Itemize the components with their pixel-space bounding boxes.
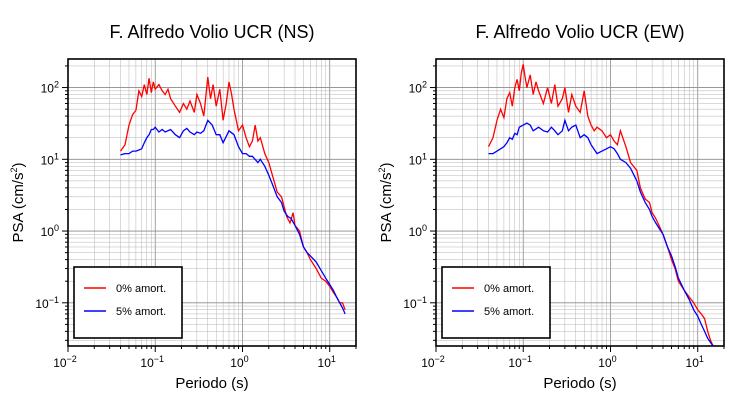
- x-tick-label: 101: [318, 354, 336, 370]
- x-tick-label: 100: [230, 354, 248, 370]
- legend-label: 0% amort.: [116, 283, 166, 295]
- legend-label: 5% amort.: [116, 306, 166, 318]
- x-tick-label: 10−1: [140, 354, 164, 370]
- x-tick-label: 100: [598, 354, 616, 370]
- plot-frame: [67, 58, 357, 347]
- legend-box: [441, 266, 551, 339]
- x-tick-label: 101: [686, 354, 704, 370]
- y-tick-label: 10−1: [35, 295, 59, 311]
- y-axis-label: PSA (cm/s2): [9, 162, 27, 242]
- chart-panel-1: F. Alfredo Volio UCR (EW)10−2 10−1 100 1011…: [377, 22, 725, 392]
- plot-frame: [435, 58, 725, 347]
- y-tick-label: 101: [41, 151, 59, 167]
- y-tick-label: 102: [41, 80, 59, 96]
- legend-label: 5% amort.: [484, 306, 534, 318]
- y-axis-ticks: 10−1 100 101 102: [35, 65, 68, 341]
- y-tick-label: 102: [409, 80, 427, 96]
- y-axis-ticks: 10−1 100 101 102: [403, 65, 436, 341]
- x-tick-label: 10−2: [53, 354, 77, 370]
- chart-title: F. Alfredo Volio UCR (NS): [109, 22, 314, 42]
- x-axis-label: Periodo (s): [175, 375, 248, 392]
- series-line-1: [120, 119, 346, 315]
- series-line-1: [488, 118, 714, 346]
- legend: 0% amort. 5% amort.: [73, 266, 183, 339]
- series-line-0: [487, 64, 714, 346]
- x-tick-label: 10−2: [421, 354, 445, 370]
- y-tick-label: 100: [409, 223, 427, 239]
- x-tick-label: 10−1: [508, 354, 532, 370]
- x-axis-ticks: 10−2 10−1 100 101: [53, 346, 357, 370]
- x-axis-ticks: 10−2 10−1 100 101: [421, 346, 725, 370]
- y-tick-label: 100: [41, 223, 59, 239]
- y-axis-label: PSA (cm/s2): [377, 162, 395, 242]
- x-axis-label: Periodo (s): [543, 375, 616, 392]
- chart-title: F. Alfredo Volio UCR (EW): [475, 22, 684, 42]
- y-tick-label: 10−1: [403, 295, 427, 311]
- legend-label: 0% amort.: [484, 283, 534, 295]
- legend-box: [73, 266, 183, 339]
- chart-panel-0: F. Alfredo Volio UCR (NS)10−2 10−1 100 1011…: [9, 22, 357, 392]
- legend: 0% amort. 5% amort.: [441, 266, 551, 339]
- y-tick-label: 101: [409, 151, 427, 167]
